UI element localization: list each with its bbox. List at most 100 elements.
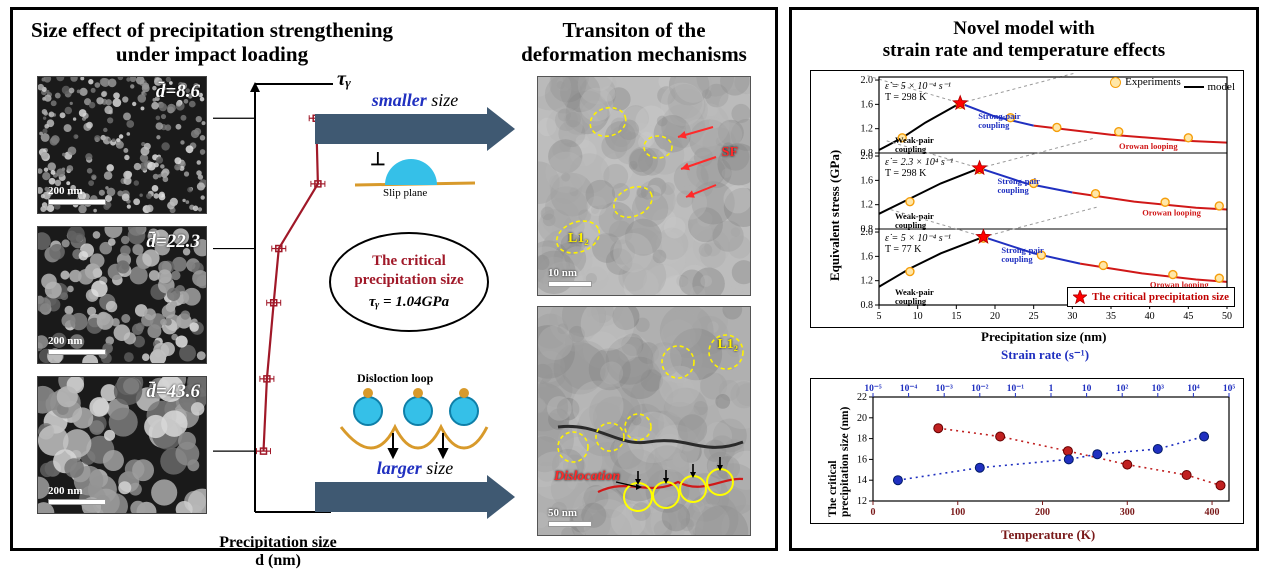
top-x-label: Precipitation size (nm) bbox=[981, 329, 1106, 345]
right-title-text: Novel model withstrain rate and temperat… bbox=[883, 18, 1165, 61]
tem-top-l12: L1₂ bbox=[568, 231, 589, 247]
star-icon bbox=[1073, 290, 1087, 304]
svg-text:200: 200 bbox=[1035, 507, 1050, 518]
svg-text:20: 20 bbox=[990, 311, 1000, 322]
svg-text:0: 0 bbox=[871, 507, 876, 518]
right-title: Novel model withstrain rate and temperat… bbox=[792, 18, 1256, 62]
svg-text:coupling: coupling bbox=[978, 120, 1010, 130]
svg-text:10⁻⁵: 10⁻⁵ bbox=[864, 384, 882, 394]
exp-marker-icon bbox=[1110, 77, 1121, 88]
ty-axis-label: τᵧ bbox=[337, 68, 351, 91]
svg-text:10⁵: 10⁵ bbox=[1223, 384, 1236, 394]
tem-top-overlay bbox=[538, 77, 750, 295]
svg-text:10⁻¹: 10⁻¹ bbox=[1007, 384, 1025, 394]
micrograph-3: d̄=43.6 200 nm bbox=[37, 376, 207, 514]
legend-model: model bbox=[1184, 80, 1236, 94]
svg-text:10: 10 bbox=[1082, 384, 1092, 394]
svg-text:45: 45 bbox=[1183, 311, 1193, 322]
callout-line2: precipitation size bbox=[354, 271, 463, 290]
svg-text:5: 5 bbox=[877, 311, 882, 322]
bottom-chart: The criticalprecipitation size (nm) Stra… bbox=[810, 378, 1244, 524]
slip-label: Slip plane bbox=[383, 187, 427, 199]
svg-text:Orowan looping: Orowan looping bbox=[1119, 141, 1178, 151]
svg-text:100: 100 bbox=[950, 507, 965, 518]
svg-text:2.0: 2.0 bbox=[861, 151, 874, 162]
svg-text:10⁻³: 10⁻³ bbox=[936, 384, 954, 394]
top-chart: Equivalent stress (GPa) 0.81.21.62.0ε̇ =… bbox=[810, 70, 1244, 328]
callout-line1: The critical bbox=[372, 252, 446, 271]
arrow-larger-label: larger size bbox=[315, 458, 515, 479]
svg-text:16: 16 bbox=[857, 454, 867, 465]
micrograph-1: d̄=8.6 200 nm bbox=[37, 76, 207, 214]
svg-text:14: 14 bbox=[857, 475, 867, 486]
right-panel: Novel model withstrain rate and temperat… bbox=[789, 7, 1259, 551]
svg-text:20: 20 bbox=[857, 413, 867, 424]
svg-text:1.2: 1.2 bbox=[861, 124, 874, 135]
svg-text:1.6: 1.6 bbox=[861, 99, 874, 110]
tem-top-sb: 10 nm bbox=[548, 267, 592, 287]
svg-text:1.2: 1.2 bbox=[861, 200, 874, 211]
svg-text:T = 77 K: T = 77 K bbox=[885, 244, 922, 255]
transition-title: Transiton of thedeformation mechanisms bbox=[509, 18, 759, 66]
loop-label: Disloction loop bbox=[357, 371, 433, 386]
svg-text:30: 30 bbox=[1067, 311, 1077, 322]
legend-exp: Experiments bbox=[1110, 75, 1181, 89]
micrograph-2: d̄=22.3 200 nm bbox=[37, 226, 207, 364]
micro1-d: d̄=8.6 bbox=[156, 81, 200, 103]
svg-text:15: 15 bbox=[951, 311, 961, 322]
svg-text:Orowan looping: Orowan looping bbox=[1142, 208, 1201, 218]
top-legend: Experiments model bbox=[1110, 75, 1235, 94]
svg-text:ε̇ = 5 × 10⁻⁴ s⁻¹: ε̇ = 5 × 10⁻⁴ s⁻¹ bbox=[885, 81, 951, 92]
tem-bot-l12: L1₂ bbox=[717, 337, 738, 353]
bot-bottom-x-label: Temperature (K) bbox=[1001, 527, 1095, 543]
svg-text:1: 1 bbox=[1049, 384, 1054, 394]
svg-text:⊥: ⊥ bbox=[370, 149, 386, 169]
left-title-text: Size effect of precipitation strengtheni… bbox=[31, 18, 393, 66]
svg-text:ε̇ = 2.3 × 10⁴ s⁻¹: ε̇ = 2.3 × 10⁴ s⁻¹ bbox=[885, 157, 953, 168]
svg-text:40: 40 bbox=[1145, 311, 1155, 322]
tem-top-sf: SF bbox=[722, 145, 738, 161]
left-title: Size effect of precipitation strengtheni… bbox=[27, 18, 397, 66]
svg-text:400: 400 bbox=[1205, 507, 1220, 518]
svg-text:10²: 10² bbox=[1116, 384, 1129, 394]
svg-text:25: 25 bbox=[1029, 311, 1039, 322]
tem-top: L1₂ SF 10 nm bbox=[537, 76, 751, 296]
svg-text:300: 300 bbox=[1120, 507, 1135, 518]
tem-bot-disloc: Dislocation bbox=[554, 469, 620, 485]
tem-bottom: L1₂ Dislocation 50 nm bbox=[537, 306, 751, 536]
svg-text:10³: 10³ bbox=[1152, 384, 1165, 394]
critical-size-callout: The critical precipitation size τᵧ = 1.0… bbox=[329, 232, 489, 332]
svg-text:coupling: coupling bbox=[895, 220, 927, 230]
svg-text:ε̇ = 5 × 10⁻⁴ s⁻¹: ε̇ = 5 × 10⁻⁴ s⁻¹ bbox=[885, 233, 951, 244]
callout-line3: τᵧ = 1.04GPa bbox=[369, 293, 449, 312]
svg-text:1.6: 1.6 bbox=[861, 175, 874, 186]
left-panel: Size effect of precipitation strengtheni… bbox=[10, 7, 778, 551]
arrow-larger: larger size bbox=[315, 482, 515, 512]
svg-text:T = 298 K: T = 298 K bbox=[885, 168, 927, 179]
svg-text:coupling: coupling bbox=[998, 185, 1030, 195]
d-axis-label: Precipitation sized (nm) bbox=[213, 516, 343, 570]
dislocation-loop-schematic: Disloction loop bbox=[333, 375, 493, 465]
svg-text:coupling: coupling bbox=[1001, 254, 1033, 264]
tem-bot-sb: 50 nm bbox=[548, 507, 592, 527]
svg-text:T = 298 K: T = 298 K bbox=[885, 92, 927, 103]
svg-text:2.0: 2.0 bbox=[861, 227, 874, 238]
star-legend: The critical precipitation size bbox=[1067, 287, 1235, 307]
micro3-d: d̄=43.6 bbox=[146, 381, 200, 403]
svg-text:10: 10 bbox=[913, 311, 923, 322]
transition-title-text: Transiton of thedeformation mechanisms bbox=[521, 18, 747, 66]
svg-text:2.0: 2.0 bbox=[861, 75, 874, 86]
arrow-smaller-label: smaller size bbox=[315, 90, 515, 111]
svg-text:50: 50 bbox=[1222, 311, 1232, 322]
micro2-sb: 200 nm bbox=[48, 335, 106, 355]
svg-text:10⁴: 10⁴ bbox=[1187, 384, 1200, 394]
micro3-sb: 200 nm bbox=[48, 485, 106, 505]
svg-text:35: 35 bbox=[1106, 311, 1116, 322]
svg-text:10⁻²: 10⁻² bbox=[971, 384, 989, 394]
svg-text:coupling: coupling bbox=[895, 144, 927, 154]
bot-top-x-label: Strain rate (s⁻¹) bbox=[1001, 347, 1089, 363]
svg-text:10⁻⁴: 10⁻⁴ bbox=[900, 384, 918, 394]
svg-text:18: 18 bbox=[857, 434, 867, 445]
slip-plane-schematic: ⊥ Slip plane bbox=[345, 145, 485, 197]
micro2-d: d̄=22.3 bbox=[146, 231, 200, 253]
